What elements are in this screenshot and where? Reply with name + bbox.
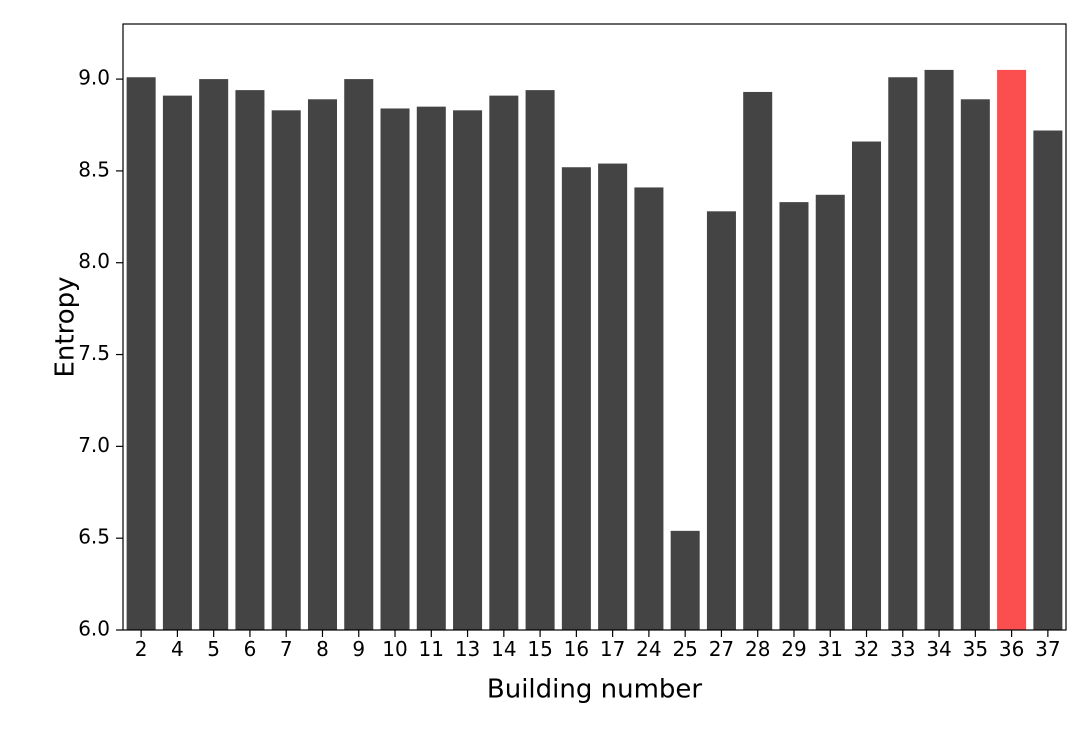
bar bbox=[779, 202, 808, 630]
x-tick-label: 28 bbox=[745, 637, 770, 661]
bar bbox=[816, 195, 845, 630]
x-tick-label: 25 bbox=[672, 637, 697, 661]
y-tick-label: 9.0 bbox=[78, 66, 110, 90]
x-tick-label: 4 bbox=[171, 637, 184, 661]
bar bbox=[272, 110, 301, 630]
bar bbox=[671, 531, 700, 630]
bar bbox=[598, 164, 627, 630]
x-tick-label: 35 bbox=[963, 637, 988, 661]
x-tick-label: 2 bbox=[135, 637, 148, 661]
y-tick-label: 7.5 bbox=[78, 341, 110, 365]
x-tick-label: 36 bbox=[999, 637, 1024, 661]
bar bbox=[888, 77, 917, 630]
x-tick-label: 14 bbox=[491, 637, 516, 661]
bar bbox=[308, 99, 337, 630]
bar bbox=[961, 99, 990, 630]
x-tick-label: 13 bbox=[455, 637, 480, 661]
x-tick-label: 6 bbox=[244, 637, 257, 661]
bar bbox=[235, 90, 264, 630]
bar bbox=[127, 77, 156, 630]
bar bbox=[381, 108, 410, 630]
x-tick-label: 8 bbox=[316, 637, 329, 661]
bar bbox=[925, 70, 954, 630]
x-axis-label: Building number bbox=[487, 674, 703, 704]
x-tick-label: 31 bbox=[818, 637, 843, 661]
bar bbox=[743, 92, 772, 630]
x-tick-label: 32 bbox=[854, 637, 879, 661]
bar bbox=[417, 107, 446, 630]
x-tick-label: 27 bbox=[709, 637, 734, 661]
y-axis-label: Entropy bbox=[51, 276, 81, 377]
x-tick-label: 34 bbox=[926, 637, 951, 661]
y-tick-label: 6.0 bbox=[78, 617, 110, 641]
bar bbox=[489, 96, 518, 630]
x-tick-label: 10 bbox=[382, 637, 407, 661]
x-tick-label: 5 bbox=[207, 637, 220, 661]
bar bbox=[562, 167, 591, 630]
y-tick-label: 8.5 bbox=[78, 157, 110, 181]
bar bbox=[344, 79, 373, 630]
chart-svg: 6.06.57.07.58.08.59.02456789101113141516… bbox=[0, 0, 1086, 730]
bar bbox=[1033, 131, 1062, 630]
bar bbox=[526, 90, 555, 630]
bar bbox=[453, 110, 482, 630]
bar bbox=[997, 70, 1026, 630]
x-tick-label: 15 bbox=[527, 637, 552, 661]
entropy-bar-chart: 6.06.57.07.58.08.59.02456789101113141516… bbox=[0, 0, 1086, 730]
bar bbox=[852, 142, 881, 630]
bar bbox=[199, 79, 228, 630]
bar bbox=[634, 187, 663, 630]
x-tick-label: 24 bbox=[636, 637, 661, 661]
bar bbox=[707, 211, 736, 630]
x-tick-label: 7 bbox=[280, 637, 293, 661]
y-tick-label: 6.5 bbox=[78, 525, 110, 549]
x-tick-label: 17 bbox=[600, 637, 625, 661]
x-tick-label: 9 bbox=[352, 637, 365, 661]
x-tick-label: 37 bbox=[1035, 637, 1060, 661]
y-tick-label: 8.0 bbox=[78, 249, 110, 273]
x-tick-label: 11 bbox=[419, 637, 444, 661]
y-tick-label: 7.0 bbox=[78, 433, 110, 457]
x-tick-label: 33 bbox=[890, 637, 915, 661]
x-tick-label: 29 bbox=[781, 637, 806, 661]
bar bbox=[163, 96, 192, 630]
x-tick-label: 16 bbox=[564, 637, 589, 661]
